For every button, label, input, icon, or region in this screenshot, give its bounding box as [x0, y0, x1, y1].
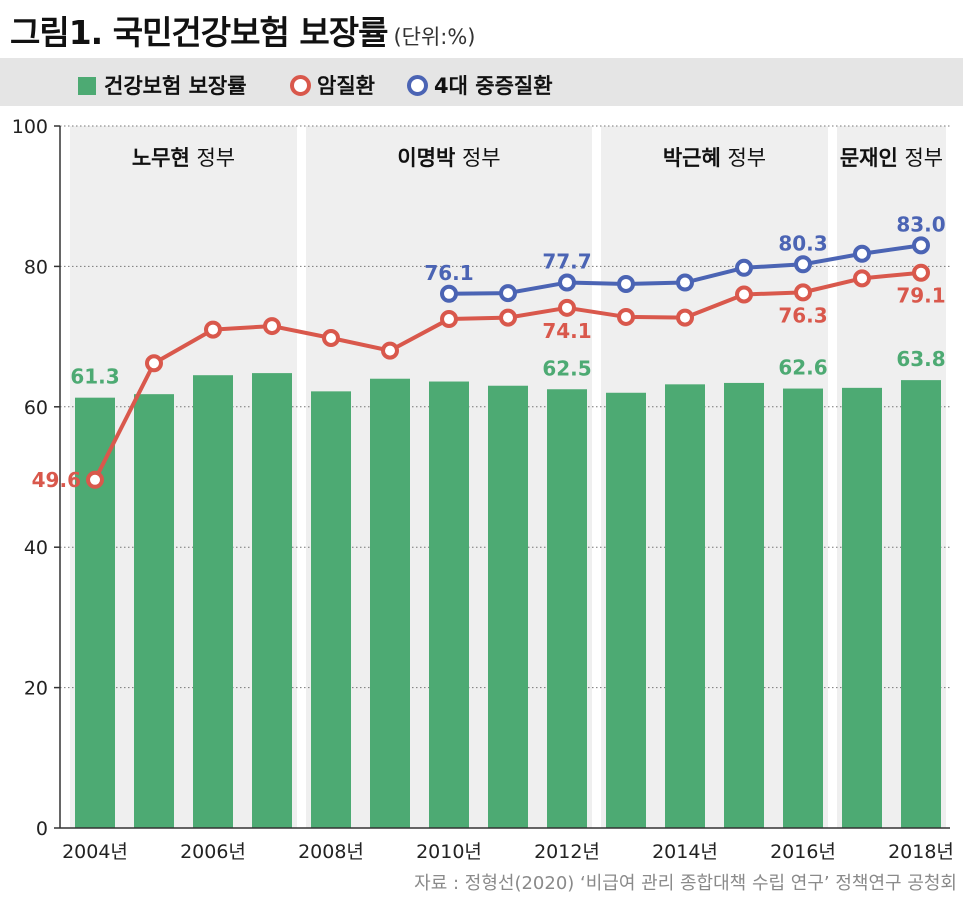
cancer-series-point — [440, 310, 458, 329]
cancer-series-point — [263, 317, 281, 336]
y-tick-label: 40 — [24, 537, 48, 559]
y-tick-label: 20 — [24, 678, 48, 700]
legend-item-coverage: 건강보험 보장률 — [78, 70, 247, 100]
bar-data-label: 63.8 — [896, 347, 945, 371]
major-data-label: 83.0 — [896, 212, 945, 236]
y-tick-label: 100 — [12, 116, 48, 138]
x-tick-label: 2004년 — [62, 841, 128, 863]
unit-label: (단위:%) — [393, 25, 476, 49]
legend-coverage-label: 건강보험 보장률 — [104, 74, 247, 98]
y-tick-label: 60 — [24, 397, 48, 419]
major-data-label: 77.7 — [542, 250, 591, 274]
major-series-point — [499, 284, 517, 303]
era-label: 박근혜 정부 — [663, 146, 766, 170]
legend-item-major: 4대 중증질환 — [407, 70, 553, 100]
y-tick-label: 0 — [36, 818, 48, 840]
bar — [134, 394, 174, 828]
legend-bar-swatch — [78, 77, 96, 95]
bar — [193, 375, 233, 828]
cancer-series-point — [617, 307, 635, 326]
bar — [311, 391, 351, 828]
era-label: 노무현 정부 — [132, 146, 235, 170]
chart-title-block: 그림1. 국민건강보험 보장률 (단위:%) — [10, 6, 476, 54]
cancer-data-label: 79.1 — [896, 284, 945, 308]
cancer-series-point — [676, 308, 694, 327]
x-tick-label: 2010년 — [416, 841, 482, 863]
bar — [75, 397, 115, 828]
era-label: 문재인 정부 — [840, 146, 943, 170]
major-series-point — [735, 258, 753, 277]
bar — [842, 387, 882, 828]
major-series-point — [440, 284, 458, 303]
bar-data-label: 61.3 — [70, 365, 119, 389]
x-tick-label: 2014년 — [652, 841, 718, 863]
x-tick-label: 2012년 — [534, 841, 600, 863]
bar — [901, 380, 941, 828]
cancer-series-point — [499, 308, 517, 327]
x-tick-label: 2016년 — [770, 841, 836, 863]
bar — [724, 382, 764, 828]
legend-major-marker — [407, 75, 428, 96]
legend-item-cancer: 암질환 — [290, 70, 375, 100]
cancer-series-point — [853, 269, 871, 288]
major-data-label: 80.3 — [778, 231, 827, 255]
bar — [252, 373, 292, 828]
major-series-point — [558, 273, 576, 292]
bar — [606, 392, 646, 828]
cancer-series-point — [204, 320, 222, 339]
bar — [429, 381, 469, 828]
cancer-series-point — [912, 263, 930, 282]
source-note: 자료 : 정형선(2020) ‘비급여 관리 종합대책 수립 연구’ 정책연구 … — [414, 873, 957, 894]
y-tick-label: 80 — [24, 256, 48, 278]
bar — [488, 385, 528, 828]
cancer-series-point — [735, 285, 753, 304]
cancer-series-point — [86, 470, 104, 489]
bar — [370, 378, 410, 828]
bar — [547, 389, 587, 828]
major-series-point — [853, 244, 871, 263]
major-series-point — [676, 273, 694, 292]
major-data-label: 76.1 — [424, 261, 473, 285]
cancer-series-point — [558, 298, 576, 317]
cancer-series-point — [381, 341, 399, 360]
x-tick-label: 2008년 — [298, 841, 364, 863]
cancer-data-label: 49.6 — [32, 468, 81, 492]
major-series-point — [617, 274, 635, 293]
legend: 건강보험 보장률 암질환 4대 중증질환 — [0, 58, 963, 106]
bar — [783, 388, 823, 828]
bar-data-label: 62.6 — [778, 356, 827, 380]
major-series-point — [912, 236, 930, 255]
legend-cancer-label: 암질환 — [317, 74, 375, 98]
legend-major-label: 4대 중증질환 — [434, 74, 553, 98]
legend-cancer-marker — [290, 75, 311, 96]
cancer-series-point — [794, 283, 812, 302]
cancer-series-point — [145, 354, 163, 373]
bar — [665, 384, 705, 828]
era-label: 이명박 정부 — [397, 146, 500, 170]
cancer-data-label: 74.1 — [542, 319, 591, 343]
cancer-data-label: 76.3 — [778, 303, 827, 327]
major-series-point — [794, 255, 812, 274]
x-tick-label: 2006년 — [180, 841, 246, 863]
x-tick-label: 2018년 — [888, 841, 954, 863]
chart-title: 그림1. 국민건강보험 보장률 — [10, 13, 388, 52]
cancer-series-point — [322, 329, 340, 348]
bar-data-label: 62.5 — [542, 356, 591, 380]
